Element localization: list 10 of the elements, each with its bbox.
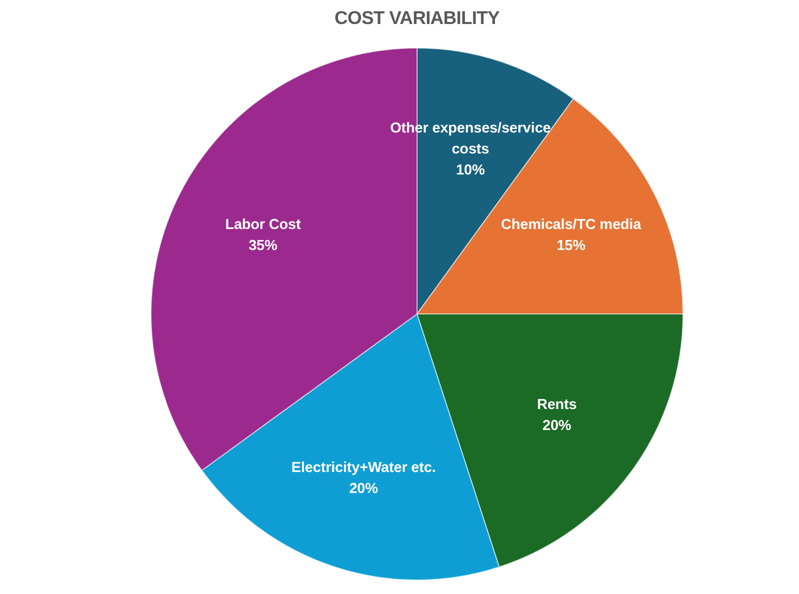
data-label: 20% [542,418,572,434]
chart-title: COST VARIABILITY [334,6,501,28]
data-label: 15% [556,238,586,254]
data-label: 10% [456,162,485,178]
slice-label: Chemicals/TC media [501,216,642,233]
slice-label: Electricity+Water etc. [291,460,436,476]
slice-label: Labor Cost [225,216,301,233]
data-label: 35% [248,238,278,254]
data-label: 20% [349,480,378,497]
slice-label: Rents [536,396,577,413]
